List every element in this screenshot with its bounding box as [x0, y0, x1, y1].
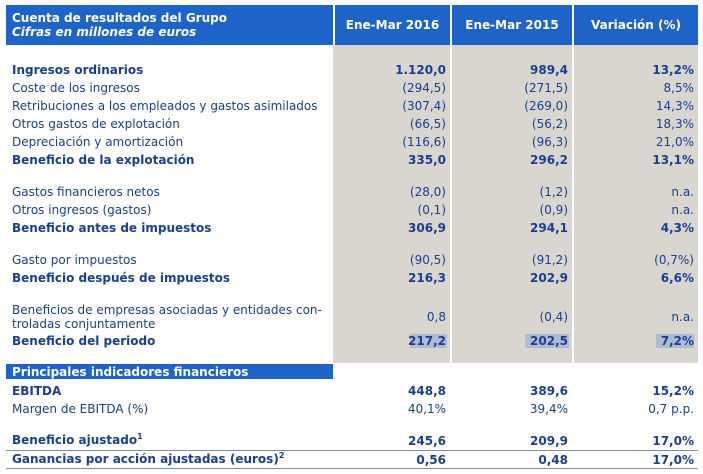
value-variation: 7,2% [660, 334, 694, 348]
value-2015: 989,4 [530, 63, 568, 77]
value-variation: n.a. [671, 185, 694, 199]
value-2015: (96,3) [531, 135, 568, 149]
value-2016: (90,5) [409, 253, 446, 267]
value-variation: 6,6% [660, 271, 694, 285]
row-label: Retribuciones a los empleados y gastos a… [12, 99, 318, 113]
column-2015-bg [452, 45, 572, 363]
value-2016: 217,2 [408, 334, 446, 348]
row-divider [6, 450, 698, 451]
value-variation: 13,2% [652, 63, 694, 77]
value-2016: 0,56 [416, 453, 446, 467]
row-label-continued: troladas conjuntamente [12, 317, 156, 331]
value-2015: (269,0) [524, 99, 568, 113]
value-variation: n.a. [671, 310, 694, 324]
value-2015: 202,9 [530, 271, 568, 285]
value-variation: 13,1% [652, 153, 694, 167]
table-header [6, 5, 698, 45]
value-2015: 389,6 [530, 384, 568, 398]
value-2015: (1,2) [539, 185, 568, 199]
value-variation: 4,3% [660, 221, 694, 235]
value-2015: 209,9 [530, 434, 568, 448]
value-2015: (271,5) [524, 81, 568, 95]
row-label: Beneficio después de impuestos [12, 271, 231, 285]
row-label: Beneficios de empresas asociadas y entid… [12, 303, 322, 317]
column-header-variation: Variación (%) [590, 18, 682, 32]
value-variation: 17,0% [652, 434, 694, 448]
value-variation: 8,5% [663, 81, 695, 95]
label-text: Ganancias por acción ajustadas (euros) [12, 452, 279, 466]
column-2016-bg [333, 45, 450, 363]
footnote-marker: 2 [278, 451, 285, 460]
section-header [6, 364, 333, 379]
column-header-2016: Ene-Mar 2016 [345, 18, 440, 32]
label-text: Beneficio ajustado [12, 433, 138, 447]
value-2015: 39,4% [529, 402, 568, 416]
row-label: Otros gastos de explotación [12, 117, 180, 131]
value-2015: 294,1 [530, 221, 568, 235]
row-label: Margen de EBITDA (%) [12, 402, 149, 416]
value-2016: (307,4) [402, 99, 446, 113]
column-header-2015: Ene-Mar 2015 [465, 18, 559, 32]
value-variation: 21,0% [655, 135, 694, 149]
row-label: Beneficio ajustado1 [12, 432, 143, 448]
table-title: Cuenta de resultados del Grupo [12, 11, 227, 25]
value-variation: 0,7 p.p. [648, 402, 694, 416]
row-label: Gastos financieros netos [12, 185, 160, 199]
table-subtitle: Cifras en millones de euros [12, 25, 197, 39]
highlight-variation [656, 334, 694, 348]
value-variation: (0,7%) [654, 253, 694, 267]
row-label: Ingresos ordinarios [12, 63, 144, 77]
value-2016: 306,9 [408, 221, 446, 235]
value-variation: 18,3% [655, 117, 694, 131]
column-variation-bg [574, 45, 698, 363]
row-label: EBITDA [12, 384, 62, 398]
value-2016: (116,6) [402, 135, 446, 149]
value-2015: 202,5 [530, 334, 568, 348]
value-variation: 14,3% [655, 99, 694, 113]
value-2016: (28,0) [409, 185, 446, 199]
row-label: Beneficio antes de impuestos [12, 221, 212, 235]
row-label: Otros ingresos (gastos) [12, 203, 152, 217]
value-2015: (91,2) [531, 253, 568, 267]
footnote-marker: 1 [137, 432, 143, 441]
value-2016: (66,5) [409, 117, 446, 131]
value-2016: 0,8 [426, 310, 446, 324]
highlight-2015 [525, 334, 569, 348]
row-label: Coste de los ingresos [12, 81, 140, 95]
row-label: Beneficio de la explotación [12, 153, 195, 167]
value-2016: 448,8 [408, 384, 446, 398]
value-2015: (56,2) [531, 117, 568, 131]
value-2016: (294,5) [402, 81, 446, 95]
row-label: Ganancias por acción ajustadas (euros)2 [12, 451, 285, 467]
value-2015: 0,48 [538, 453, 568, 467]
value-variation: 17,0% [652, 453, 694, 467]
row-label: Depreciación y amortización [12, 135, 184, 149]
value-2015: 296,2 [530, 153, 568, 167]
value-2015: (0,9) [539, 203, 568, 217]
value-variation: n.a. [671, 203, 694, 217]
section-title: Principales indicadores financieros [12, 365, 249, 379]
value-2015: (0,4) [539, 310, 568, 324]
value-2016: 245,6 [408, 434, 446, 448]
table-bottom-border [6, 468, 698, 469]
highlight-2016 [410, 334, 447, 348]
value-variation: 15,2% [652, 384, 694, 398]
value-2016: 335,0 [408, 153, 446, 167]
value-2016: 216,3 [408, 271, 446, 285]
value-2016: 1.120,0 [395, 63, 446, 77]
value-2016: 40,1% [407, 402, 446, 416]
row-label: Beneficio del periodo [12, 334, 156, 348]
value-2016: (0,1) [417, 203, 446, 217]
row-label: Gasto por impuestos [12, 253, 137, 267]
